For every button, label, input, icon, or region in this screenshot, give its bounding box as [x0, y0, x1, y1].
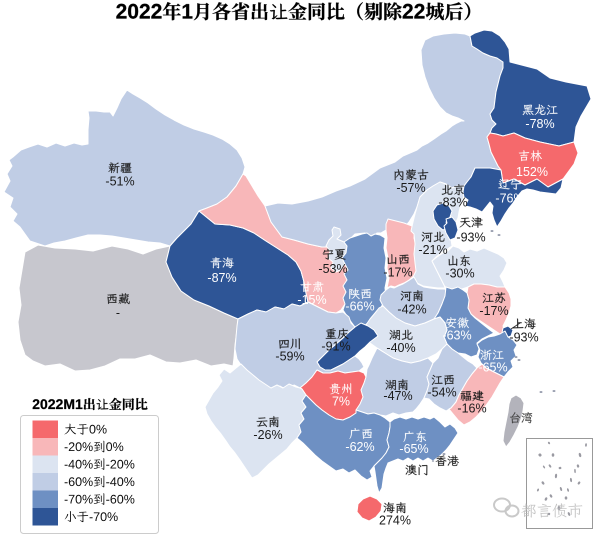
- svg-text:7%: 7%: [332, 395, 350, 409]
- svg-text:-26%: -26%: [253, 428, 282, 442]
- svg-text:-87%: -87%: [207, 271, 236, 285]
- svg-text:-17%: -17%: [383, 266, 412, 280]
- svg-text:-63%: -63%: [442, 329, 471, 343]
- svg-text:-: -: [116, 306, 120, 320]
- svg-text:-53%: -53%: [318, 262, 347, 276]
- svg-text:-93%: -93%: [509, 331, 538, 345]
- svg-text:-40%: -40%: [386, 341, 415, 355]
- svg-text:-16%: -16%: [457, 402, 486, 416]
- svg-text:-65%: -65%: [399, 442, 428, 456]
- svg-text:152%: 152%: [516, 165, 548, 179]
- svg-text:-21%: -21%: [418, 243, 447, 257]
- svg-text:-59%: -59%: [275, 350, 304, 364]
- svg-text:-57%: -57%: [396, 181, 425, 195]
- svg-text:-47%: -47%: [383, 389, 412, 403]
- svg-text:-54%: -54%: [427, 386, 456, 400]
- svg-text:-76%: -76%: [495, 192, 524, 206]
- svg-text:-66%: -66%: [345, 300, 374, 314]
- svg-text:-30%: -30%: [445, 267, 474, 281]
- svg-text:-91%: -91%: [321, 340, 350, 354]
- svg-text:-83%: -83%: [438, 196, 467, 210]
- svg-text:274%: 274%: [379, 514, 411, 528]
- svg-text:-51%: -51%: [105, 175, 134, 189]
- svg-text:-15%: -15%: [297, 293, 326, 307]
- svg-text:-17%: -17%: [479, 304, 508, 318]
- svg-text:-62%: -62%: [345, 440, 374, 454]
- svg-text:-42%: -42%: [397, 303, 426, 317]
- svg-text:-65%: -65%: [478, 361, 507, 375]
- svg-text:-93%: -93%: [456, 231, 485, 245]
- svg-text:-78%: -78%: [525, 117, 554, 131]
